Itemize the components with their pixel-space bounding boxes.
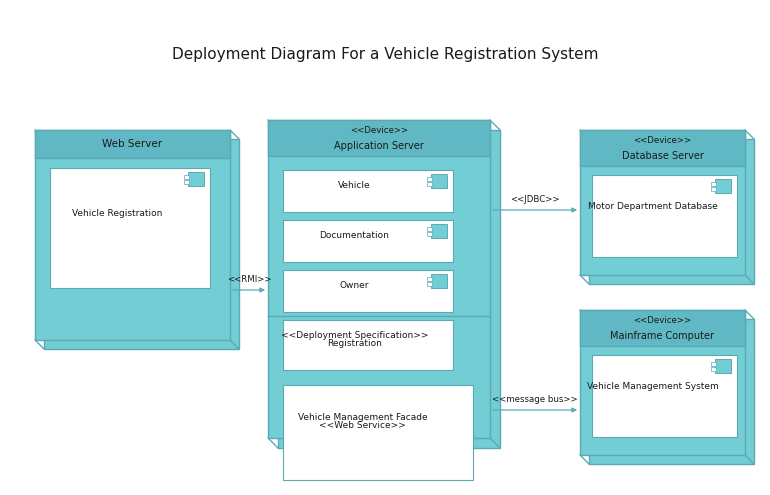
Bar <box>184 175 189 179</box>
Text: <<RMI>>: <<RMI>> <box>226 276 271 285</box>
Bar <box>592 355 737 437</box>
Text: <<JDBC>>: <<JDBC>> <box>511 196 560 204</box>
Bar <box>427 282 432 286</box>
Bar <box>50 168 210 288</box>
Text: <<Device>>: <<Device>> <box>350 126 408 135</box>
Text: Application Server: Application Server <box>334 141 424 151</box>
Bar <box>35 130 230 158</box>
Bar <box>580 130 745 275</box>
Bar <box>278 130 500 448</box>
Text: <<Device>>: <<Device>> <box>634 136 691 145</box>
Bar <box>283 220 453 262</box>
Bar <box>711 187 716 191</box>
Bar <box>431 274 447 288</box>
Text: Mainframe Computer: Mainframe Computer <box>611 331 715 341</box>
Bar <box>283 170 453 212</box>
Bar <box>715 179 731 193</box>
Bar <box>715 359 731 373</box>
Bar <box>427 182 432 186</box>
Bar <box>711 367 716 371</box>
Bar <box>44 139 239 349</box>
Bar <box>589 139 754 284</box>
Text: Web Server: Web Server <box>102 139 162 149</box>
Text: Owner: Owner <box>340 282 369 291</box>
Bar <box>35 130 230 340</box>
Bar <box>580 310 745 455</box>
Bar <box>268 120 490 156</box>
Text: Vehicle Management System: Vehicle Management System <box>587 382 718 391</box>
Bar <box>427 177 432 181</box>
Bar <box>592 175 737 257</box>
Text: Database Server: Database Server <box>621 151 704 161</box>
Text: <<Web Service>>: <<Web Service>> <box>320 421 407 430</box>
Bar <box>283 385 473 480</box>
Text: <<message bus>>: <<message bus>> <box>492 396 578 404</box>
Bar <box>283 270 453 312</box>
Text: Documentation: Documentation <box>320 232 390 241</box>
Text: <<Device>>: <<Device>> <box>634 316 691 325</box>
Bar <box>431 224 447 238</box>
Bar <box>427 232 432 236</box>
Text: Deployment Diagram For a Vehicle Registration System: Deployment Diagram For a Vehicle Registr… <box>172 48 598 62</box>
Bar <box>589 319 754 464</box>
Bar <box>711 182 716 186</box>
Bar <box>580 310 745 346</box>
Text: Vehicle Management Facade: Vehicle Management Facade <box>298 413 427 422</box>
Bar <box>188 172 204 186</box>
Bar <box>580 130 745 166</box>
Text: <<Deployment Specification>>: <<Deployment Specification>> <box>280 331 428 340</box>
Bar <box>431 174 447 188</box>
Text: Motor Department Database: Motor Department Database <box>588 201 718 211</box>
Text: Vehicle: Vehicle <box>338 182 370 191</box>
Text: Vehicle Registration: Vehicle Registration <box>72 209 162 218</box>
Bar <box>427 277 432 281</box>
Bar <box>283 320 453 370</box>
Bar <box>427 227 432 231</box>
Text: Registration: Registration <box>327 339 382 347</box>
Bar <box>184 180 189 184</box>
Bar <box>268 120 490 438</box>
Bar <box>711 361 716 365</box>
